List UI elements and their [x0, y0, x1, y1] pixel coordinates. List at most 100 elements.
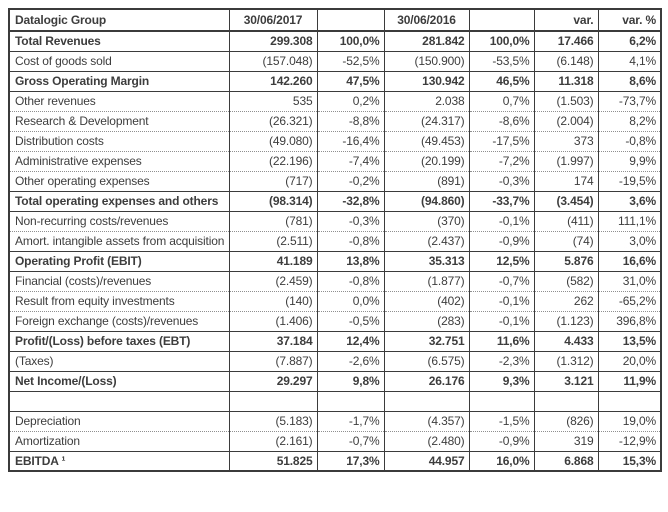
table-row: Total Revenues 299.308 100,0% 281.842 100,0%… [9, 31, 661, 51]
row-value: -73,7% [597, 90, 661, 111]
row-value: (2.437) [383, 230, 469, 251]
row-value: (582) [533, 270, 598, 291]
table-row: (Taxes) (7.887) -2,6% (6.575) -2,3% (1.312) 20… [9, 350, 661, 371]
row-value: 0,2% [316, 90, 384, 111]
row-label: Operating Profit (EBIT) [9, 250, 229, 271]
column-header-2017-pct [316, 9, 384, 32]
row-value: (6.148) [533, 50, 598, 71]
row-value: (74) [533, 230, 598, 251]
row-value: 6.868 [533, 450, 598, 471]
row-value: (283) [383, 310, 469, 331]
row-value: (402) [383, 290, 469, 311]
row-label: Administrative expenses [9, 150, 229, 171]
row-value: 16,6% [597, 250, 661, 271]
row-label: Research & Development [9, 110, 229, 131]
row-label: Gross Operating Margin [9, 70, 229, 91]
row-value: (24.317) [383, 110, 469, 131]
row-value: 32.751 [383, 330, 469, 351]
table-row: Gross Operating Margin 142.260 47,5% 130.94… [9, 70, 661, 91]
row-value: -0,3% [468, 170, 534, 191]
row-value: 6,2% [597, 31, 661, 51]
row-value: 3.121 [533, 370, 598, 391]
row-value [383, 390, 469, 411]
row-value: (3.454) [533, 190, 598, 211]
row-value: (7.887) [228, 350, 317, 371]
row-value: (5.183) [228, 410, 317, 431]
table-row: Non-recurring costs/revenues (781) -0,3% (3… [9, 210, 661, 231]
table-row: Other operating expenses (717) -0,2% (891) -… [9, 170, 661, 191]
row-label: Amort. intangible assets from acquisitio… [9, 230, 229, 251]
row-value: 100,0% [468, 31, 534, 51]
row-value: (20.199) [383, 150, 469, 171]
row-value [597, 390, 661, 411]
table-row: Net Income/(Loss) 29.297 9,8% 26.176 9,3% 3.1… [9, 370, 661, 391]
row-label: Distribution costs [9, 130, 229, 151]
row-value: 11,9% [597, 370, 661, 391]
table-body: Total Revenues 299.308 100,0% 281.842 100,0%… [9, 31, 661, 471]
row-label: (Taxes) [9, 350, 229, 371]
table-row: Research & Development (26.321) -8,8% (24.3… [9, 110, 661, 131]
row-value [228, 390, 317, 411]
row-label: Other revenues [9, 90, 229, 111]
row-value: -0,8% [597, 130, 661, 151]
row-value: 299.308 [228, 31, 317, 51]
row-value: 47,5% [316, 70, 384, 91]
row-value [468, 390, 534, 411]
row-value: 19,0% [597, 410, 661, 431]
row-value: 37.184 [228, 330, 317, 351]
row-value: 41.189 [228, 250, 317, 271]
table-row: Other revenues 535 0,2% 2.038 0,7% (1.503) -73… [9, 90, 661, 111]
table-row: EBITDA ¹ 51.825 17,3% 44.957 16,0% 6.868 15,3% [9, 450, 661, 471]
row-value: -0,9% [468, 230, 534, 251]
row-value: -0,7% [468, 270, 534, 291]
row-label: Net Income/(Loss) [9, 370, 229, 391]
row-value: 46,5% [468, 70, 534, 91]
income-statement-table: Datalogic Group 30/06/2017 30/06/2016 va… [8, 8, 662, 472]
row-value: (49.453) [383, 130, 469, 151]
row-value: -0,7% [316, 430, 384, 451]
row-value: (826) [533, 410, 598, 431]
row-value: (157.048) [228, 50, 317, 71]
row-value: 12,5% [468, 250, 534, 271]
row-label: Result from equity investments [9, 290, 229, 311]
row-value: 130.942 [383, 70, 469, 91]
row-value: 0,7% [468, 90, 534, 111]
row-value: -0,8% [316, 270, 384, 291]
row-value: -0,1% [468, 310, 534, 331]
column-header-2016-pct [468, 9, 534, 32]
row-value: (1.312) [533, 350, 598, 371]
row-value: (2.004) [533, 110, 598, 131]
row-label: Cost of goods sold [9, 50, 229, 71]
row-label: Amortization [9, 430, 229, 451]
row-value: 9,3% [468, 370, 534, 391]
row-value [316, 390, 384, 411]
row-value: 174 [533, 170, 598, 191]
row-label: Foreign exchange (costs)/revenues [9, 310, 229, 331]
row-value: -0,1% [468, 210, 534, 231]
row-value: -2,3% [468, 350, 534, 371]
row-label: EBITDA ¹ [9, 450, 229, 471]
table-row: Amortization (2.161) -0,7% (2.480) -0,9% 319-… [9, 430, 661, 451]
row-value: 262 [533, 290, 598, 311]
row-value: -65,2% [597, 290, 661, 311]
row-label [9, 390, 229, 411]
row-value: 535 [228, 90, 317, 111]
row-value: 16,0% [468, 450, 534, 471]
row-value: (26.321) [228, 110, 317, 131]
row-value: (1.997) [533, 150, 598, 171]
row-value: (2.161) [228, 430, 317, 451]
row-value: -16,4% [316, 130, 384, 151]
row-value: 0,0% [316, 290, 384, 311]
row-value: (1.123) [533, 310, 598, 331]
row-label: Non-recurring costs/revenues [9, 210, 229, 231]
table-row: Administrative expenses (22.196) -7,4% (20.… [9, 150, 661, 171]
row-value: 13,8% [316, 250, 384, 271]
table-row: Cost of goods sold (157.048) -52,5% (150.90… [9, 50, 661, 71]
row-value: (1.406) [228, 310, 317, 331]
row-value: 35.313 [383, 250, 469, 271]
row-value: (2.511) [228, 230, 317, 251]
table-row: Amort. intangible assets from acquisitio… [9, 230, 661, 251]
row-value: 111,1% [597, 210, 661, 231]
row-value: -0,2% [316, 170, 384, 191]
table-row: Operating Profit (EBIT) 41.189 13,8% 35.313… [9, 250, 661, 271]
